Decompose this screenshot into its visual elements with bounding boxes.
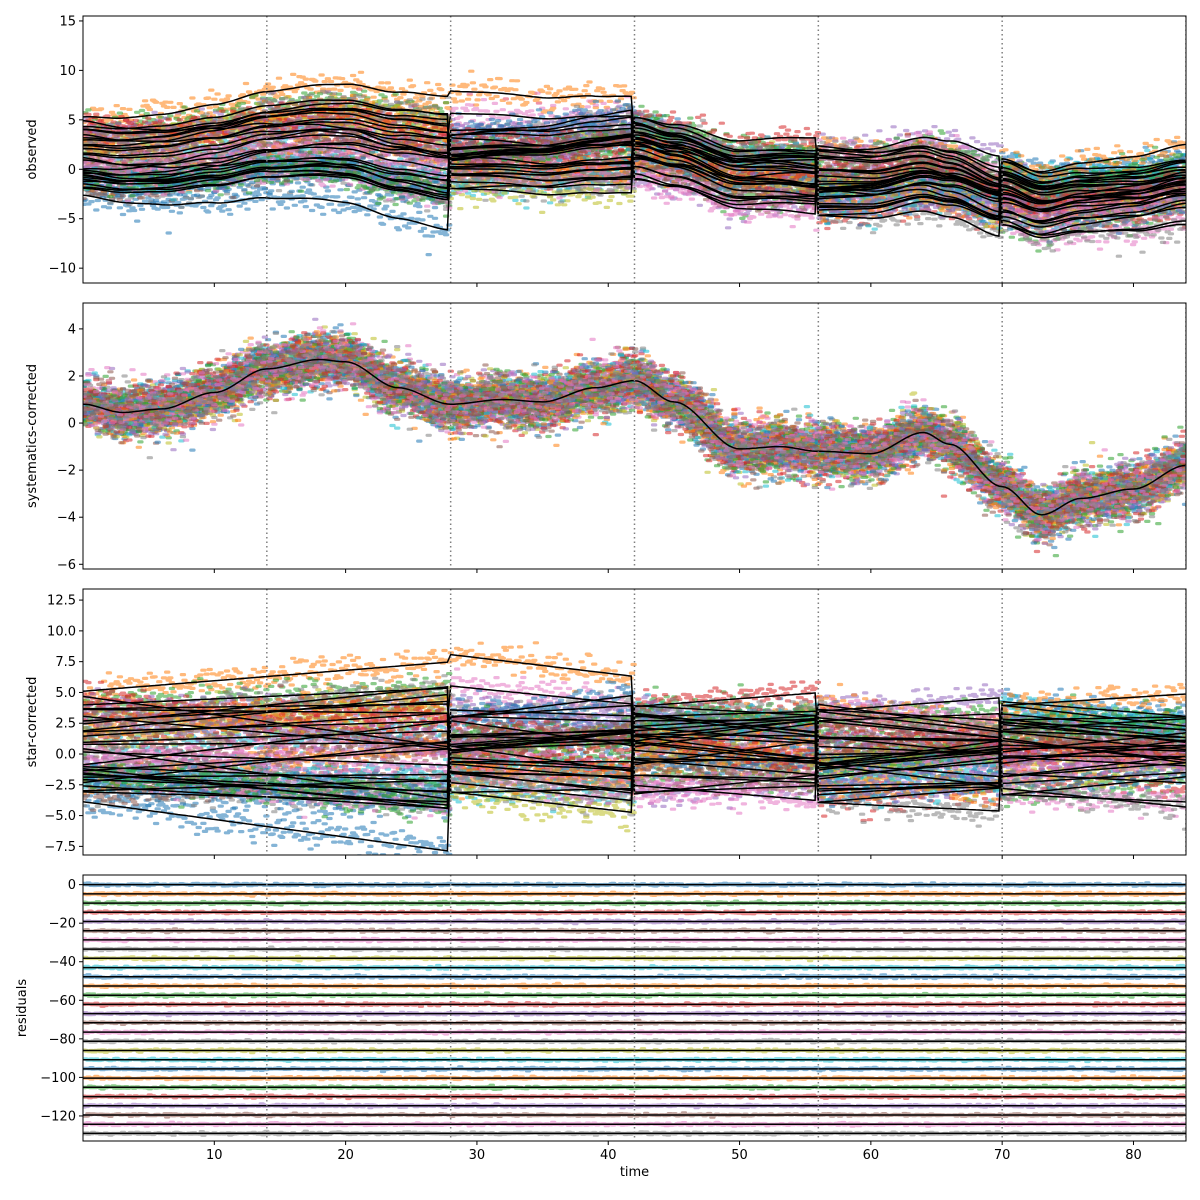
x-tick-label: 80 bbox=[1125, 1148, 1142, 1163]
panel-2: −6 −4 −2 0 2 4 systematics-corrected bbox=[25, 302, 1187, 573]
y-tick-label: −40 bbox=[49, 955, 76, 970]
y-tick-label: −5 bbox=[57, 212, 76, 227]
y-tick-label: −6 bbox=[57, 558, 76, 573]
x-tick-label: 10 bbox=[206, 1148, 223, 1163]
y-tick-label: −7.5 bbox=[44, 840, 76, 855]
y-tick-label: 2.5 bbox=[55, 717, 76, 732]
axes-frame bbox=[82, 302, 1187, 570]
x-tick-label: 50 bbox=[731, 1148, 748, 1163]
model-line-17 bbox=[83, 745, 1186, 806]
y-tick-label: 0 bbox=[68, 163, 76, 178]
y-tick-label: 12.5 bbox=[47, 594, 76, 609]
model-line-17 bbox=[83, 154, 1186, 239]
y-tick-label: −100 bbox=[40, 1071, 76, 1086]
panel-3: −7.5 −5.0 −2.5 0.0 2.5 5.0 7.5 10.0 12.5 star-cor… bbox=[25, 588, 1187, 859]
y-tick-label: −4 bbox=[57, 511, 76, 526]
y-tick-label: −120 bbox=[40, 1109, 76, 1124]
y-tick-label: −2 bbox=[57, 464, 76, 479]
y-tick-label: 4 bbox=[68, 322, 76, 337]
y-tick-label: 5 bbox=[68, 113, 76, 128]
y-tick-label: −80 bbox=[49, 1032, 76, 1047]
x-tick-label: 30 bbox=[469, 1148, 486, 1163]
panel-4: 0 −20 −40 −60 −80 −100 −120 10 20 30 40 50 60 70 80 res… bbox=[15, 874, 1187, 1180]
x-tick-label: 20 bbox=[337, 1148, 354, 1163]
y-axis-label: star-corrected bbox=[25, 677, 40, 768]
plot-area bbox=[83, 875, 1186, 1141]
y-tick-label: 0 bbox=[68, 878, 76, 893]
axes-frame bbox=[82, 15, 1187, 284]
x-tick-label: 60 bbox=[863, 1148, 880, 1163]
y-tick-label: −60 bbox=[49, 994, 76, 1009]
panel-1: −10 −5 0 5 10 15 observed bbox=[25, 14, 1187, 287]
y-tick-label: 5.0 bbox=[55, 686, 76, 701]
x-tick-label: 40 bbox=[600, 1148, 617, 1163]
y-tick-label: 10 bbox=[59, 64, 76, 79]
y-axis-label: observed bbox=[25, 119, 40, 179]
y-tick-label: 0 bbox=[68, 417, 76, 432]
model-line-25 bbox=[83, 713, 1186, 787]
axes-frame bbox=[82, 588, 1187, 856]
plot-area bbox=[83, 16, 1186, 283]
x-axis-label: time bbox=[620, 1165, 649, 1180]
plot-area bbox=[83, 303, 1186, 569]
y-tick-label: 15 bbox=[59, 14, 76, 29]
y-axis-label: systematics-corrected bbox=[25, 364, 40, 508]
y-tick-label: 2 bbox=[68, 369, 76, 384]
model-line-25 bbox=[83, 122, 1186, 217]
x-tick-label: 70 bbox=[994, 1148, 1011, 1163]
model-line-22 bbox=[83, 107, 1186, 221]
y-tick-label: 10.0 bbox=[47, 624, 76, 639]
y-tick-label: −5.0 bbox=[44, 809, 76, 824]
y-tick-label: 0.0 bbox=[55, 748, 76, 763]
y-tick-label: −20 bbox=[49, 917, 76, 932]
y-axis-label: residuals bbox=[15, 979, 30, 1038]
model-line-26 bbox=[83, 720, 1186, 784]
plot-area bbox=[83, 589, 1186, 855]
y-tick-label: −2.5 bbox=[44, 778, 76, 793]
model-line-26 bbox=[83, 134, 1186, 203]
axes-frame bbox=[82, 874, 1187, 1142]
y-tick-label: 7.5 bbox=[55, 655, 76, 670]
y-tick-label: −10 bbox=[49, 262, 76, 277]
